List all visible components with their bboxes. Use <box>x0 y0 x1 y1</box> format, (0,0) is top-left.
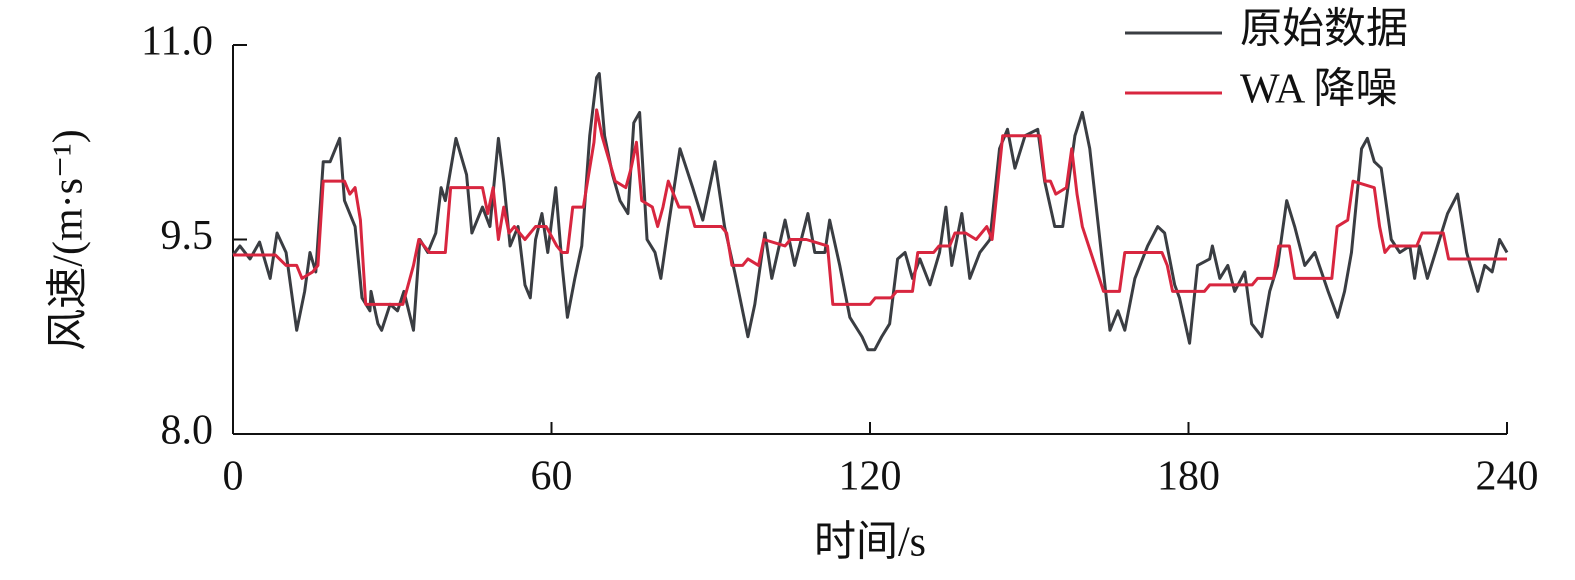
data-line <box>231 72 1509 352</box>
x-tick-label: 120 <box>839 454 902 500</box>
data-line <box>233 108 1507 306</box>
y-axis-label: 风速/(m·s⁻¹) <box>46 129 92 350</box>
x-axis-label: 时间/s <box>814 520 926 566</box>
y-tick-label: 11.0 <box>141 19 213 65</box>
x-tick-label: 0 <box>223 454 244 500</box>
y-tick-label: 8.0 <box>161 408 214 454</box>
legend-label: 原始数据 <box>1240 7 1408 53</box>
x-tick-label: 240 <box>1476 454 1539 500</box>
y-tick-label: 9.5 <box>161 213 214 259</box>
x-tick-label: 180 <box>1157 454 1220 500</box>
legend-label: WA 降噪 <box>1240 67 1398 113</box>
x-tick-label: 60 <box>531 454 573 500</box>
